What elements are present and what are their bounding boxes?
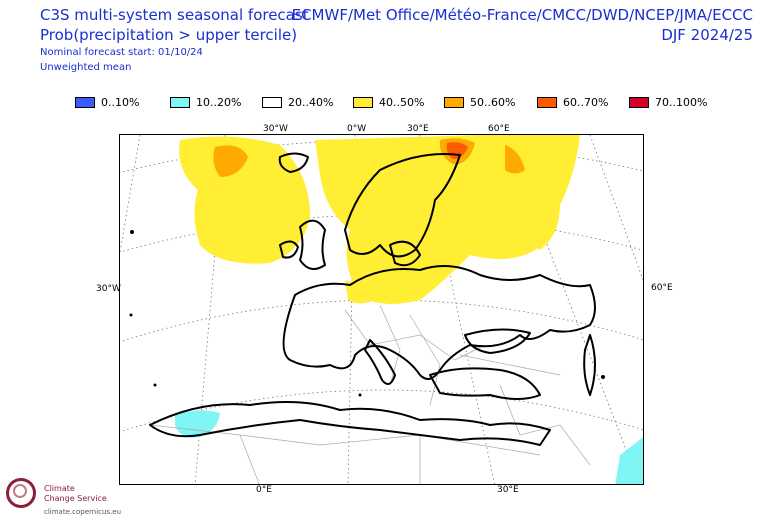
logo-ring-icon [6,478,36,508]
logo-text-1: Climate [44,484,75,493]
coast-italy [364,339,396,385]
legend-label: 10..20% [196,96,242,109]
top-label-60e: 60°E [488,124,510,134]
coast-greece-turkey [429,367,541,400]
season-text: DJF 2024/25 [661,26,753,44]
legend-label: 70..100% [655,96,708,109]
coast-north-africa [149,400,551,446]
coast-black-sea [464,328,531,354]
top-label-0w: 0°W [347,124,367,134]
bottom-label-0e: 0°E [256,485,272,495]
shading-central-europe [345,280,375,304]
legend-label: 20..40% [288,96,334,109]
weighting-text: Unweighted mean [40,62,132,73]
shading-middle-east-dry [615,436,643,484]
legend-swatch [444,97,464,108]
map-panel [119,134,644,485]
coast-mainland-europe [282,265,596,380]
title-line-1: C3S multi-system seasonal forecast [40,6,309,24]
coast-ireland [279,240,299,259]
top-label-30e: 30°E [407,124,429,134]
logo-url: climate.copernicus.eu [44,508,122,516]
shading-north-atlantic [179,136,310,264]
probability-shading [175,135,643,484]
legend-label: 50..60% [470,96,516,109]
coast-caspian [583,334,596,396]
shading-north-africa-dry [175,410,220,438]
islands [129,230,605,397]
right-label-60e: 60°E [651,283,673,293]
map-svg [120,135,643,484]
coast-uk [299,219,326,270]
coast-scandinavia [344,153,461,258]
legend-label: 60..70% [563,96,609,109]
legend-label: 40..50% [379,96,425,109]
legend-swatch [353,97,373,108]
forecast-start-text: Nominal forecast start: 01/10/24 [40,47,203,58]
shading-russia [470,135,580,250]
legend-label: 0..10% [101,96,140,109]
legend-swatch [170,97,190,108]
coast-iceland [278,152,309,173]
logo-thermometer-icon [13,484,27,498]
left-label-30w: 30°W [96,284,121,294]
copernicus-logo: Climate Change Service climate.copernicu… [4,476,121,518]
coast-baltic [389,240,421,267]
country-borders [149,304,591,484]
title-line-2: Prob(precipitation > upper tercile) [40,26,298,44]
logo-text-2: Change Service [44,494,107,503]
legend-swatch [75,97,95,108]
legend-swatch [537,97,557,108]
shading-iceland-region [213,145,248,177]
legend-swatch [262,97,282,108]
systems-text: ECMWF/Met Office/Météo-France/CMCC/DWD/N… [291,6,753,24]
shading-barents-region [505,145,525,174]
top-label-30w: 30°W [263,124,288,134]
bottom-label-30e: 30°E [497,485,519,495]
legend-swatch [629,97,649,108]
coastlines [149,152,596,446]
